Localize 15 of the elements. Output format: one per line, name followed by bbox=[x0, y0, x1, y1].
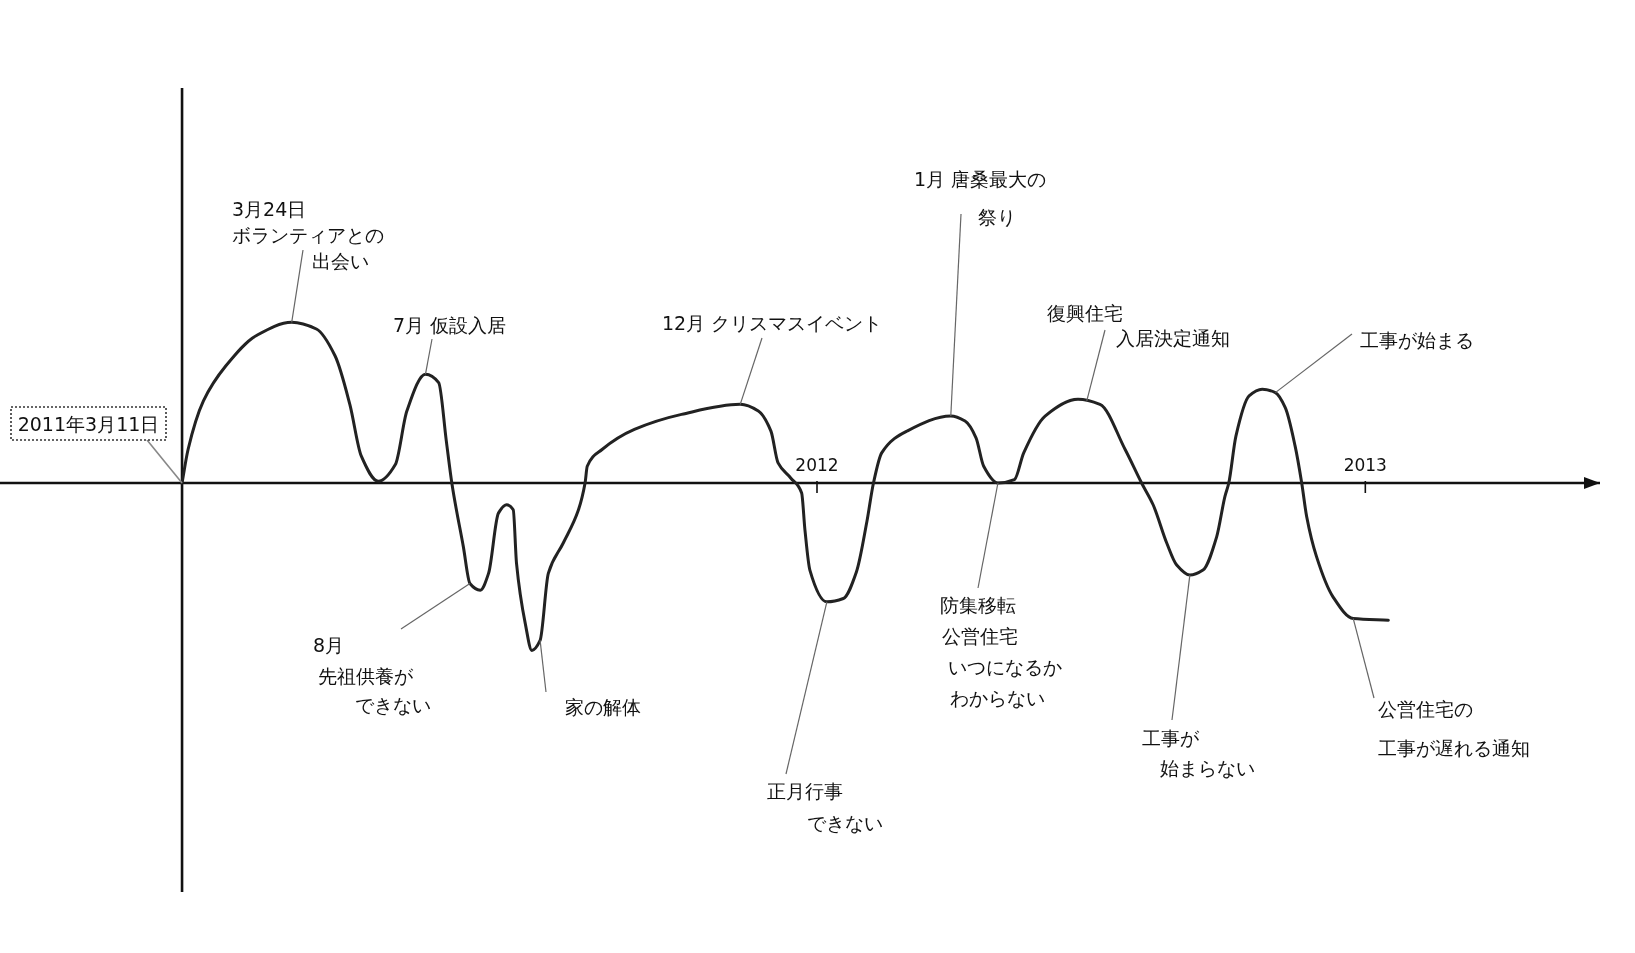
annotation: 1月 唐桑最大の祭り bbox=[914, 168, 1047, 228]
annotation: 復興住宅入居決定通知 bbox=[1047, 302, 1230, 349]
annotation: 公営住宅の工事が遅れる通知 bbox=[1378, 698, 1530, 759]
x-tick-label: 2013 bbox=[1343, 455, 1387, 475]
annotation: 3月24日ボランティアとの出会い bbox=[232, 198, 384, 272]
annotation: 7月 仮設入居 bbox=[393, 314, 507, 336]
annotation: 工事が始まらない bbox=[1142, 727, 1255, 779]
x-tick-label: 2012 bbox=[795, 455, 839, 475]
annotation: 正月行事できない bbox=[767, 780, 883, 834]
annotation: 防集移転公営住宅いつになるかわからない bbox=[940, 594, 1062, 709]
annotation: 12月 クリスマスイベント bbox=[662, 312, 883, 334]
annotation: 工事が始まる bbox=[1360, 329, 1474, 351]
annotation: 家の解体 bbox=[565, 696, 641, 718]
annotation: 8月先祖供養ができない bbox=[313, 634, 431, 716]
annotation: 2011年3月11日 bbox=[17, 412, 160, 435]
